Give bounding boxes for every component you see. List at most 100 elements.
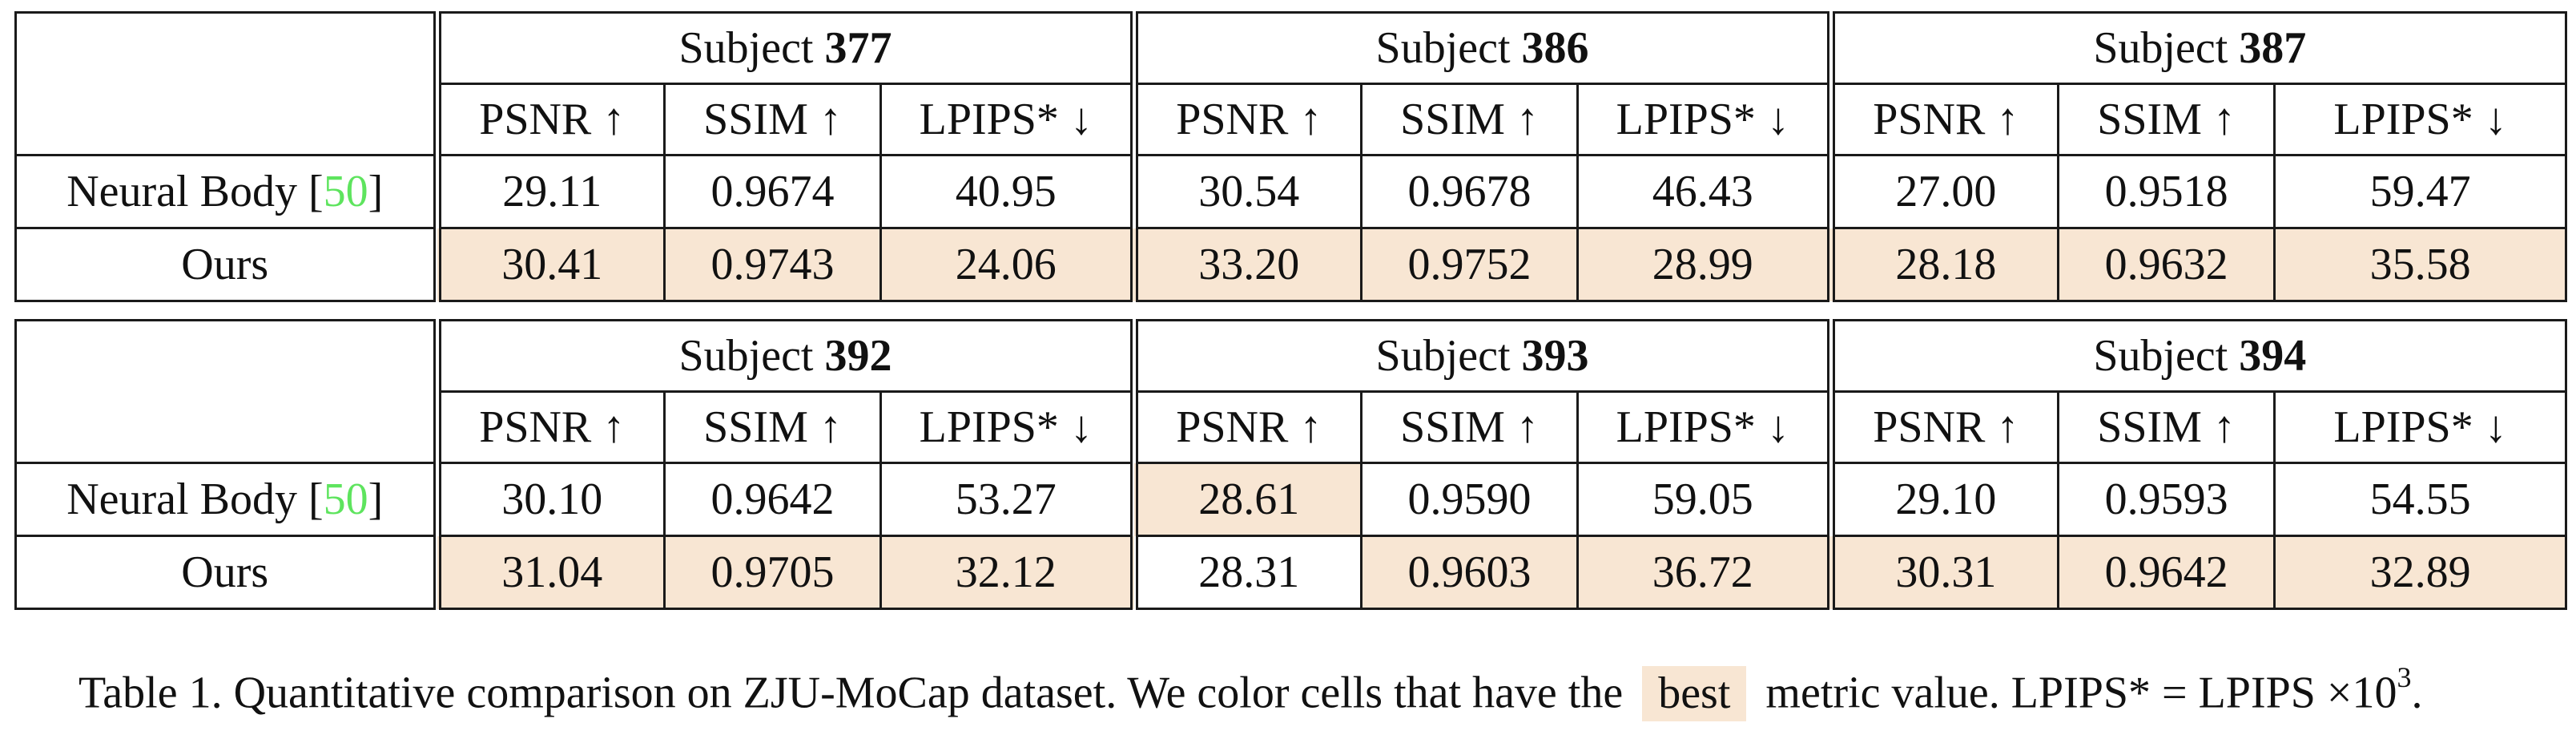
subject-id: 394 (2239, 331, 2307, 381)
metric-cell: 27.00 (1826, 154, 2060, 229)
metric-header: PSNR ↑ (1129, 83, 1363, 156)
metric-cell: 32.89 (2273, 535, 2568, 610)
method-name: Neural Body [ (66, 167, 324, 216)
metric-header: LPIPS* ↓ (2273, 390, 2568, 464)
method-label: Neural Body [50] (14, 462, 438, 537)
subject-header-row: Subject 392 Subject 393 Subject 394 (14, 319, 2568, 464)
method-name: Ours (181, 240, 269, 289)
subject-id: 377 (824, 23, 892, 73)
metric-cell: 0.9518 (2057, 154, 2276, 229)
table-row: Ours 30.41 0.9743 24.06 33.20 0.9752 28.… (14, 227, 2568, 302)
subject-id: 392 (824, 331, 892, 381)
caption-exponent: 3 (2397, 661, 2412, 693)
caption-text-2: metric value. LPIPS* = LPIPS ×10 (1765, 668, 2397, 718)
subject-id: 387 (2239, 23, 2307, 73)
metric-header: PSNR ↑ (433, 390, 666, 464)
bracket: ] (368, 474, 384, 524)
metric-cell: 29.10 (1826, 462, 2060, 537)
metric-header: PSNR ↑ (433, 83, 666, 156)
subject-prefix: Subject (2093, 23, 2228, 73)
metric-cell: 54.55 (2273, 462, 2568, 537)
metric-cell: 36.72 (1576, 535, 1833, 610)
metric-header-row: PSNR ↑ SSIM ↑ LPIPS* ↓ PSNR ↑ SSIM ↑ LPI… (16, 390, 2568, 464)
metric-cell: 33.20 (1129, 227, 1363, 302)
metric-header: SSIM ↑ (1360, 83, 1580, 156)
metric-header: PSNR ↑ (1826, 83, 2060, 156)
metric-header: PSNR ↑ (1826, 390, 2060, 464)
metric-cell: 59.05 (1576, 462, 1833, 537)
metric-cell: 30.41 (433, 227, 666, 302)
table-caption: Table 1. Quantitative comparison on ZJU-… (78, 661, 2423, 722)
metric-cell: 0.9632 (2057, 227, 2276, 302)
metric-cell: 0.9593 (2057, 462, 2276, 537)
citation-link[interactable]: 50 (323, 474, 368, 524)
metric-cell: 32.12 (879, 535, 1136, 610)
metric-cell: 24.06 (879, 227, 1136, 302)
metric-header: LPIPS* ↓ (879, 390, 1136, 464)
empty-corner-cell (14, 319, 438, 464)
metric-cell: 46.43 (1576, 154, 1833, 229)
metric-cell: 28.61 (1129, 462, 1363, 537)
caption-period: . (2411, 668, 2423, 718)
metric-cell: 0.9705 (663, 535, 882, 610)
metric-cell: 0.9674 (663, 154, 882, 229)
method-name: Ours (181, 547, 269, 597)
results-table-top: Subject 377 Subject 386 Subject 387 PSNR… (14, 11, 2568, 302)
metric-cell: 0.9752 (1360, 227, 1580, 302)
subject-prefix: Subject (1375, 331, 1511, 381)
metric-header: LPIPS* ↓ (879, 83, 1136, 156)
subject-header: Subject 386 (1129, 11, 1833, 85)
metric-header: SSIM ↑ (663, 83, 882, 156)
metric-cell: 0.9642 (663, 462, 882, 537)
subject-header: Subject 387 (1826, 11, 2568, 85)
subject-id: 386 (1521, 23, 1589, 73)
metric-cell: 30.10 (433, 462, 666, 537)
method-label: Neural Body [50] (14, 154, 438, 229)
metric-cell: 28.99 (1576, 227, 1833, 302)
subject-id: 393 (1521, 331, 1589, 381)
metric-header: LPIPS* ↓ (2273, 83, 2568, 156)
subject-prefix: Subject (678, 331, 814, 381)
metric-cell: 28.31 (1129, 535, 1363, 610)
table-row: Neural Body [50] 29.11 0.9674 40.95 30.5… (14, 154, 2568, 229)
metric-cell: 40.95 (879, 154, 1136, 229)
results-table-bottom: Subject 392 Subject 393 Subject 394 PSNR… (14, 319, 2568, 610)
metric-cell: 0.9642 (2057, 535, 2276, 610)
method-label: Ours (14, 227, 438, 302)
metric-cell: 0.9678 (1360, 154, 1580, 229)
metric-cell: 35.58 (2273, 227, 2568, 302)
metric-cell: 30.54 (1129, 154, 1363, 229)
metric-cell: 29.11 (433, 154, 666, 229)
metric-cell: 0.9603 (1360, 535, 1580, 610)
caption-text: Table 1. Quantitative comparison on ZJU-… (78, 668, 1624, 718)
metric-header: SSIM ↑ (1360, 390, 1580, 464)
metric-header: LPIPS* ↓ (1576, 390, 1833, 464)
metric-header: LPIPS* ↓ (1576, 83, 1833, 156)
metric-header: PSNR ↑ (1129, 390, 1363, 464)
metric-cell: 59.47 (2273, 154, 2568, 229)
metric-header: SSIM ↑ (663, 390, 882, 464)
metric-cell: 0.9743 (663, 227, 882, 302)
subject-prefix: Subject (1375, 23, 1511, 73)
bracket: ] (368, 167, 384, 216)
subject-prefix: Subject (678, 23, 814, 73)
subject-header-row: Subject 377 Subject 386 Subject 387 (14, 11, 2568, 156)
metric-cell: 53.27 (879, 462, 1136, 537)
subject-header: Subject 377 (433, 11, 1136, 85)
method-label: Ours (14, 535, 438, 610)
table-row: Neural Body [50] 30.10 0.9642 53.27 28.6… (14, 462, 2568, 537)
metric-cell: 31.04 (433, 535, 666, 610)
subject-header: Subject 394 (1826, 319, 2568, 393)
best-color-swatch: best (1642, 665, 1747, 722)
empty-corner-cell (14, 11, 438, 156)
metric-cell: 0.9590 (1360, 462, 1580, 537)
subject-prefix: Subject (2093, 331, 2228, 381)
citation-link[interactable]: 50 (323, 167, 368, 216)
metric-header: SSIM ↑ (2057, 83, 2276, 156)
metric-header: SSIM ↑ (2057, 390, 2276, 464)
metric-cell: 28.18 (1826, 227, 2060, 302)
table-row: Ours 31.04 0.9705 32.12 28.31 0.9603 36.… (14, 535, 2568, 610)
subject-header: Subject 392 (433, 319, 1136, 393)
method-name: Neural Body [ (66, 474, 324, 524)
metric-cell: 30.31 (1826, 535, 2060, 610)
